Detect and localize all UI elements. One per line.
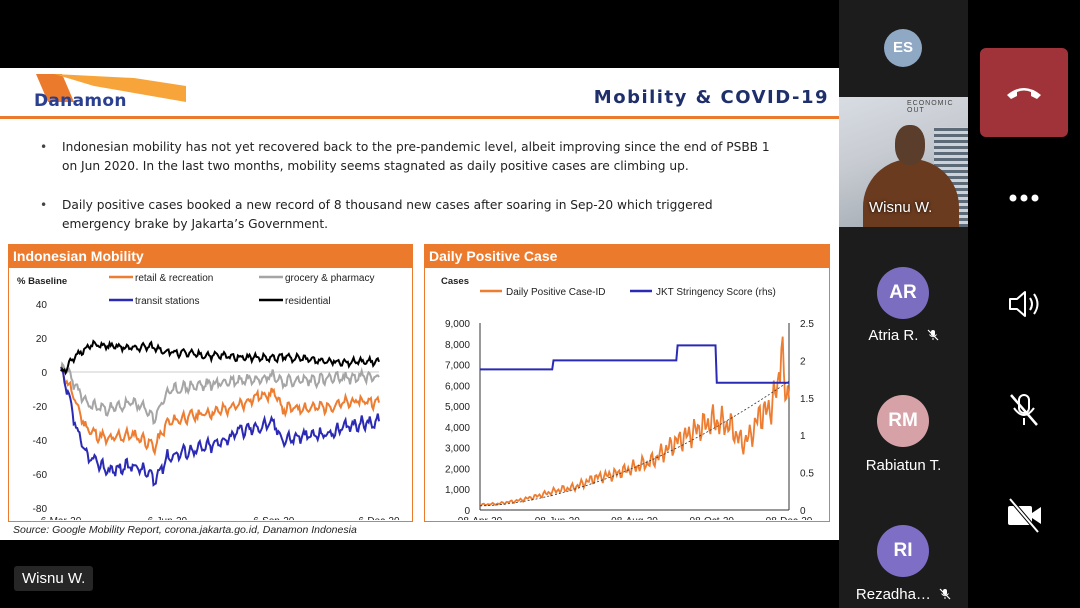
y-tick-label: -60	[33, 470, 48, 481]
x-tick-label: 08-Apr-20	[458, 516, 503, 520]
y-tick-label: 0	[464, 506, 470, 517]
y-axis-label: Cases	[441, 276, 469, 287]
y2-tick-label: 0.5	[800, 469, 814, 480]
participant-name: Rabiatun T.	[865, 457, 942, 474]
danamon-logo-text: Danamon	[34, 91, 127, 111]
end-call-button[interactable]	[980, 48, 1068, 137]
y-tick-label: 3,000	[445, 444, 470, 455]
participant-tile-es[interactable]: ES	[839, 0, 968, 95]
more-icon[interactable]	[1004, 178, 1044, 218]
video-backdrop-text: ECONOMIC OUT	[907, 100, 954, 114]
legend-label: transit stations	[135, 296, 199, 307]
speaker-icon[interactable]	[1004, 284, 1044, 324]
y-tick-label: 40	[36, 300, 48, 311]
camera-off-icon[interactable]	[1004, 495, 1044, 535]
y2-tick-label: 0	[800, 506, 806, 517]
participant-name: Wisnu W.	[869, 199, 933, 216]
trend-line	[479, 380, 790, 507]
y-tick-label: 7,000	[445, 361, 470, 372]
y2-tick-label: 2	[800, 356, 806, 367]
avatar: RI	[877, 525, 929, 577]
series-line-daily-positive-case	[480, 336, 790, 507]
x-tick-label: 6-Dec-20	[358, 516, 400, 520]
x-tick-label: 6-Jun-20	[148, 516, 188, 520]
y-axis-label: % Baseline	[17, 276, 67, 287]
y-tick-label: -40	[33, 436, 48, 447]
x-tick-label: 6-Mar-20	[41, 516, 82, 520]
video-person-head	[895, 125, 925, 165]
series-line-jkt-stringency	[480, 344, 789, 384]
participant-tile-rabiatun[interactable]: RM Rabiatun T.	[839, 385, 968, 495]
cases-chart-panel: Daily Positive Case Cases 9,000 8,000 7,000…	[424, 244, 830, 522]
danamon-logo	[36, 74, 186, 102]
avatar: AR	[877, 267, 929, 319]
y-tick-label: 0	[41, 368, 47, 379]
x-tick-label: 6-Sep-20	[253, 516, 295, 520]
mobility-chart-panel: Indonesian Mobility % Baseline 40 20 0 -20 -4…	[8, 244, 413, 522]
series-line-retail-recreation	[60, 364, 380, 457]
mic-off-icon[interactable]	[1004, 390, 1044, 430]
legend-label: Daily Positive Case-ID	[506, 287, 605, 298]
series-line-residential	[60, 339, 380, 376]
y2-tick-label: 1.5	[800, 394, 814, 405]
participant-name: Atria R.	[868, 327, 919, 344]
y-tick-label: -80	[33, 504, 48, 515]
y-tick-label: 6,000	[445, 381, 470, 392]
avatar: ES	[884, 29, 922, 67]
legend-label: grocery & pharmacy	[285, 273, 374, 284]
series-line-grocery-pharmacy	[60, 361, 380, 426]
y-tick-label: 9,000	[445, 319, 470, 330]
source-note: Source: Google Mobility Report, corona.j…	[13, 524, 357, 536]
mobility-chart: % Baseline 40 20 0 -20 -40 -60 -806-Mar-20 6-Jun…	[17, 273, 400, 520]
end-call-icon	[1007, 88, 1041, 99]
cases-chart: Cases 9,000 8,000 7,000 6,000 5,000 4,000 3,000…	[441, 276, 814, 520]
mic-off-icon	[927, 329, 939, 341]
x-tick-label: 08-Dec-20	[766, 516, 813, 520]
x-tick-label: 08-Oct-20	[690, 516, 735, 520]
y-tick-label: 8,000	[445, 340, 470, 351]
active-speaker-label: Wisnu W.	[14, 566, 94, 591]
y-tick-label: 5,000	[445, 402, 470, 413]
y-tick-label: 20	[36, 334, 48, 345]
bullet-point-1: Indonesian mobility has not yet recovere…	[40, 138, 782, 176]
legend-label: retail & recreation	[135, 273, 213, 284]
mic-off-icon	[939, 588, 951, 600]
avatar: RM	[877, 395, 929, 447]
y-tick-label: 4,000	[445, 423, 470, 434]
participants-sidebar: ES ECONOMIC OUT Wisnu W. AR Atria R. RM …	[839, 0, 968, 608]
cases-chart-title: Daily Positive Case	[425, 245, 829, 268]
x-tick-label: 08-Jun-20	[535, 516, 580, 520]
y2-tick-label: 2.5	[800, 319, 814, 330]
y-tick-label: 1,000	[445, 485, 470, 496]
title-divider	[0, 116, 839, 119]
y2-tick-label: 1	[800, 431, 806, 442]
shared-slide: Danamon Mobility & COVID-19 Indonesian m…	[0, 68, 839, 540]
y-tick-label: 2,000	[445, 464, 470, 475]
participant-name: Rezadha…	[855, 586, 931, 603]
participant-tile-atria[interactable]: AR Atria R.	[839, 255, 968, 365]
x-tick-label: 08-Aug-20	[611, 516, 658, 520]
bullet-point-2: Daily positive cases booked a new record…	[40, 196, 782, 234]
video-person	[863, 159, 959, 227]
mobility-chart-title: Indonesian Mobility	[9, 245, 412, 268]
slide-title: Mobility & COVID-19	[593, 87, 829, 108]
participant-tile-rezadha[interactable]: RI Rezadha…	[839, 515, 968, 608]
call-controls	[968, 0, 1080, 608]
participant-video-wisnu[interactable]: ECONOMIC OUT Wisnu W.	[839, 97, 968, 227]
legend-label: residential	[285, 296, 331, 307]
y-tick-label: -20	[33, 402, 48, 413]
series-line-transit-stations	[60, 366, 380, 487]
legend-label: JKT Stringency Score (rhs)	[656, 287, 776, 298]
